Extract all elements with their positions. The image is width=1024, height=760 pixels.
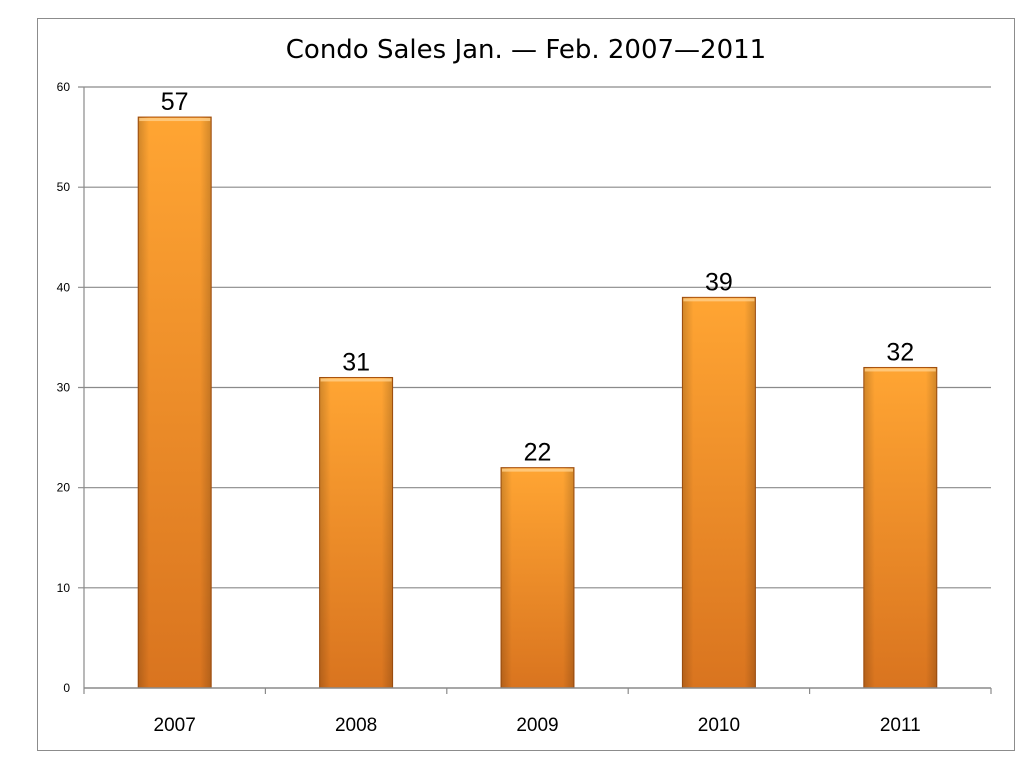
y-tick-label: 30 bbox=[57, 381, 71, 395]
bar-shading bbox=[682, 297, 756, 688]
x-tick-label: 2011 bbox=[880, 715, 921, 736]
x-axis bbox=[83, 87, 992, 694]
bar-2008 bbox=[319, 376, 394, 689]
bar-shading bbox=[501, 467, 574, 688]
bar-2009 bbox=[500, 467, 575, 689]
y-tick-label: 50 bbox=[57, 180, 71, 194]
bar-highlight bbox=[864, 368, 936, 372]
y-tick-label: 10 bbox=[57, 581, 71, 595]
x-axis-ticks: 2007 2008 2009 2010 2011 bbox=[154, 715, 921, 736]
chart-title: Condo Sales Jan. — Feb. 2007—2011 bbox=[286, 35, 766, 65]
data-label: 31 bbox=[342, 348, 370, 376]
x-tick-label: 2009 bbox=[516, 715, 558, 736]
data-labels: 57 31 22 39 32 bbox=[161, 88, 914, 467]
bar-shading bbox=[319, 377, 393, 688]
data-label: 39 bbox=[705, 268, 733, 296]
y-tick-label: 20 bbox=[57, 481, 71, 495]
data-label: 57 bbox=[161, 88, 189, 116]
bars bbox=[137, 116, 938, 689]
bar-shading bbox=[863, 367, 937, 688]
bar-shading bbox=[138, 117, 212, 689]
bar-2007 bbox=[137, 116, 212, 689]
x-tick-label: 2010 bbox=[698, 715, 740, 736]
data-label: 32 bbox=[886, 338, 914, 366]
y-tick-label: 40 bbox=[57, 280, 71, 294]
x-tick-label: 2008 bbox=[335, 715, 377, 736]
y-axis-ticks: 0 10 20 30 40 50 60 bbox=[57, 80, 71, 695]
bar-2010 bbox=[681, 296, 756, 689]
gridlines bbox=[78, 86, 991, 589]
y-tick-label: 0 bbox=[63, 681, 70, 695]
y-tick-label: 60 bbox=[57, 80, 71, 94]
data-label: 22 bbox=[524, 439, 552, 467]
x-tick-label: 2007 bbox=[154, 715, 196, 736]
bar-highlight bbox=[683, 298, 755, 302]
bar-highlight bbox=[139, 118, 211, 122]
bar-2011 bbox=[863, 366, 938, 689]
bar-highlight bbox=[502, 468, 573, 472]
bar-highlight bbox=[320, 378, 392, 382]
